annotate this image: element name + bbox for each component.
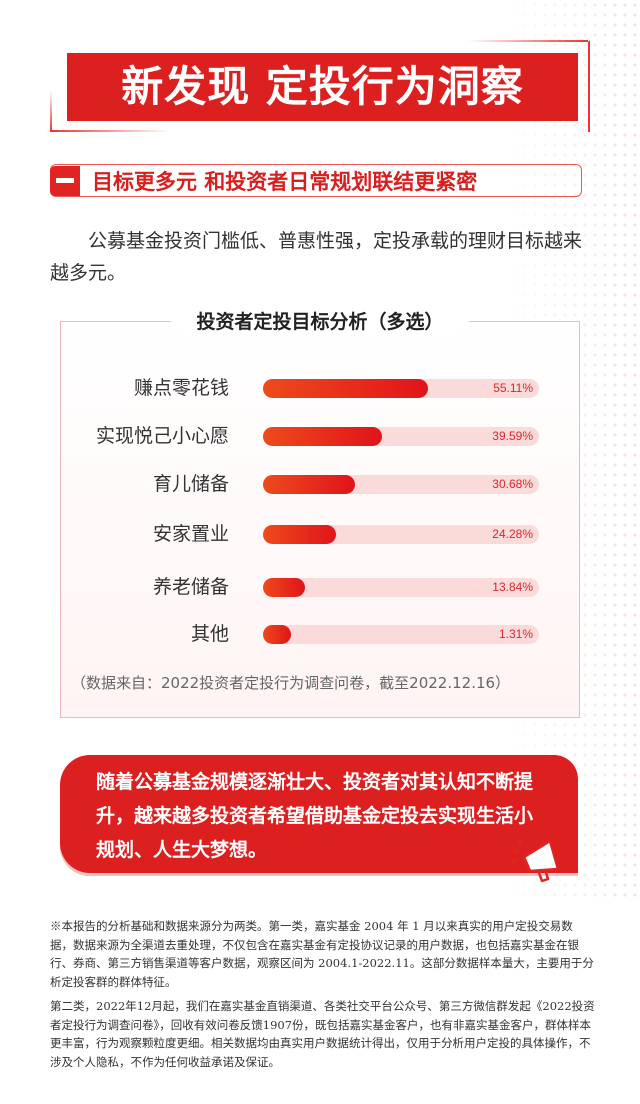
- bar-label: 其他: [190, 623, 229, 645]
- footnote-paragraph: 第二类，2022年12月起，我们在嘉实基金直销渠道、各类社交平台公众号、第三方微…: [50, 999, 595, 1069]
- bar-value-label: 39.59%: [492, 429, 533, 443]
- bar-row: 安家置业 24.28%: [61, 521, 581, 547]
- bar: [263, 625, 291, 644]
- section-header: 目标更多元 和投资者日常规划联结更紧密: [50, 164, 582, 197]
- bar-track: 55.11%: [263, 379, 539, 398]
- megaphone-icon: [510, 839, 560, 883]
- section-number-icon: [50, 165, 80, 196]
- footnote-paragraph: ※本报告的分析基础和数据来源分为两类。第一类，嘉实基金 2004 年 1 月以来…: [50, 919, 594, 989]
- intro-paragraph: 公募基金投资门槛低、普惠性强，定投承载的理财目标越来越多元。: [50, 230, 583, 284]
- page-title: 新发现 定投行为洞察: [67, 53, 578, 121]
- footnote: ※本报告的分析基础和数据来源分为两类。第一类，嘉实基金 2004 年 1 月以来…: [50, 917, 595, 1071]
- callout-box: 随着公募基金规模逐渐壮大、投资者对其认知不断提升，越来越多投资者希望借助基金定投…: [60, 755, 578, 876]
- bar-label: 育儿储备: [152, 473, 229, 495]
- bar-label: 安家置业: [152, 523, 229, 545]
- title-line-right: [469, 321, 579, 322]
- bar-value-label: 1.31%: [498, 627, 533, 641]
- bar-value-label: 13.84%: [492, 580, 533, 594]
- bar-track: 24.28%: [263, 525, 539, 544]
- title-line-left: [61, 321, 171, 322]
- bar: [263, 427, 382, 446]
- bar-row: 其他 1.31%: [61, 621, 581, 647]
- chart-source: （数据来自：2022投资者定投行为调查问卷，截至2022.12.16）: [71, 674, 511, 692]
- bar-row: 育儿储备 30.68%: [61, 471, 581, 497]
- bar-label: 赚点零花钱: [133, 377, 229, 399]
- bar-track: 30.68%: [263, 475, 539, 494]
- chart-title-text: 投资者定投目标分析（多选）: [182, 311, 458, 333]
- bar-row: 养老储备 13.84%: [61, 574, 581, 600]
- bar-track: 13.84%: [263, 578, 539, 597]
- bar: [263, 475, 356, 494]
- bar: [263, 525, 336, 544]
- bar: [263, 379, 429, 398]
- bar-value-label: 24.28%: [492, 527, 533, 541]
- bar-track: 39.59%: [263, 427, 539, 446]
- bar: [263, 578, 305, 597]
- bar-row: 实现悦己小心愿 39.59%: [61, 423, 581, 449]
- bar-row: 赚点零花钱 55.11%: [61, 375, 581, 401]
- chart-title: 投资者定投目标分析（多选）: [61, 307, 579, 334]
- bar-value-label: 30.68%: [492, 477, 533, 491]
- bar-label: 实现悦己小心愿: [95, 425, 229, 447]
- chart-panel: 投资者定投目标分析（多选） 赚点零花钱 55.11% 实现悦己小心愿 39.59% 育儿…: [60, 311, 581, 718]
- callout-text: 随着公募基金规模逐渐壮大、投资者对其认知不断提升，越来越多投资者希望借助基金定投…: [96, 771, 534, 861]
- bar-track: 1.31%: [263, 625, 539, 644]
- title-frame-edge: [50, 90, 52, 132]
- bar-label: 养老储备: [152, 576, 229, 598]
- section-title: 目标更多元 和投资者日常规划联结更紧密: [92, 169, 478, 194]
- title-frame: [50, 40, 590, 132]
- bar-value-label: 55.11%: [493, 381, 533, 395]
